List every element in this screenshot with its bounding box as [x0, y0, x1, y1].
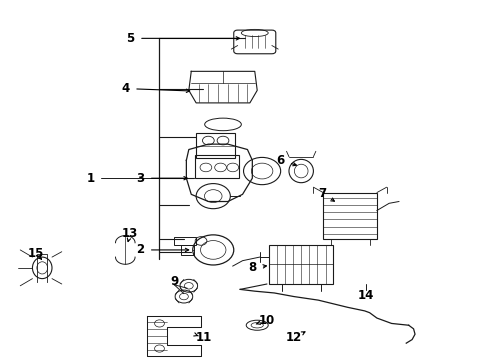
Text: 12: 12 [286, 331, 302, 344]
Bar [196, 134, 235, 158]
Bar [181, 245, 194, 255]
Text: 3: 3 [136, 172, 144, 185]
Text: 7: 7 [318, 187, 326, 200]
Text: 10: 10 [259, 314, 275, 327]
Text: 1: 1 [87, 172, 95, 185]
Text: 9: 9 [170, 275, 178, 288]
Text: 4: 4 [121, 82, 129, 95]
Bar [195, 155, 239, 178]
Text: 11: 11 [196, 331, 212, 344]
Bar [174, 237, 196, 244]
Text: 8: 8 [248, 261, 256, 274]
Text: 13: 13 [122, 227, 138, 240]
Bar [270, 244, 333, 284]
Bar [323, 193, 377, 239]
Text: 6: 6 [276, 154, 285, 167]
Text: 2: 2 [136, 243, 144, 256]
Text: 5: 5 [126, 32, 134, 45]
Text: 15: 15 [28, 247, 44, 260]
Text: 14: 14 [358, 289, 374, 302]
